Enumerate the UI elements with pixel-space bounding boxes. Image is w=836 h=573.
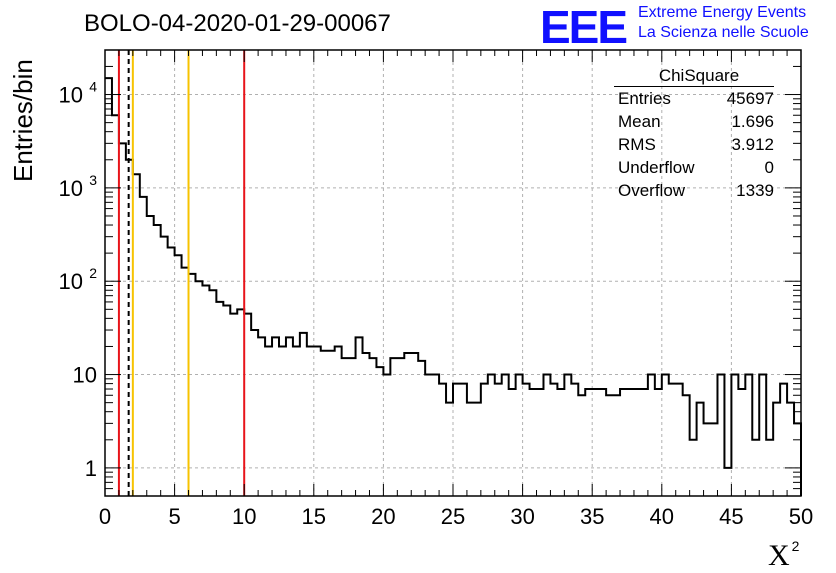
vertical-marker-lines: [117, 50, 246, 496]
stats-value: 3.912: [731, 135, 774, 154]
stats-value: 0: [764, 158, 774, 177]
x-tick-label: 5: [168, 504, 180, 529]
x-tick-label: 20: [371, 504, 395, 529]
y-tick-label: 10: [59, 176, 83, 201]
y-tick-exponent: 2: [89, 265, 97, 281]
stats-label: Overflow: [618, 181, 686, 200]
stats-value: 1.696: [731, 112, 774, 131]
x-tick-label: 40: [650, 504, 674, 529]
stats-row: Overflow 1339: [614, 179, 774, 202]
x-tick-label: 15: [302, 504, 326, 529]
stats-row: RMS 3.912: [614, 133, 774, 156]
x-tick-label: 50: [789, 504, 813, 529]
y-tick-label: 1: [85, 456, 97, 481]
x-tick-label: 10: [232, 504, 256, 529]
histogram-bins: [105, 77, 802, 496]
histogram-outline: [105, 77, 802, 496]
x-tick-label: 30: [510, 504, 534, 529]
x-axis-label-superscript: 2: [791, 538, 800, 554]
x-tick-label: 45: [719, 504, 743, 529]
stats-row: Mean 1.696: [614, 110, 774, 133]
y-tick-label: 10: [59, 269, 83, 294]
stats-box: ChiSquare Entries 45697 Mean 1.696 RMS 3.91…: [614, 66, 774, 202]
stats-value: 45697: [726, 89, 774, 108]
y-tick-exponent: 4: [89, 79, 97, 95]
y-tick-exponent: 3: [89, 172, 97, 188]
eee-logo: EEE: [540, 1, 628, 53]
x-axis-label-base: X: [768, 539, 790, 572]
stats-label: Entries: [618, 89, 671, 108]
stats-label: RMS: [618, 135, 656, 154]
y-tick-label: 10: [73, 363, 97, 388]
stats-title: ChiSquare: [614, 66, 774, 87]
logo-line-2: La Scienza nelle Scuole: [638, 24, 809, 41]
stats-value: 1339: [736, 181, 774, 200]
x-tick-label: 0: [99, 504, 111, 529]
y-tick-label: 10: [59, 83, 83, 108]
stats-row: Entries 45697: [614, 87, 774, 110]
x-tick-label: 25: [441, 504, 465, 529]
logo-line-1: Extreme Energy Events: [638, 4, 807, 21]
x-tick-label: 35: [580, 504, 604, 529]
stats-label: Mean: [618, 112, 661, 131]
stats-label: Underflow: [618, 158, 695, 177]
stats-row: Underflow 0: [614, 156, 774, 179]
chart-title: BOLO-04-2020-01-29-00067: [84, 10, 391, 37]
axis-ticks: 0 5 10 15 20 25 30 35 40 45 50 1 10 10 2 10 3 10 4: [59, 49, 813, 529]
